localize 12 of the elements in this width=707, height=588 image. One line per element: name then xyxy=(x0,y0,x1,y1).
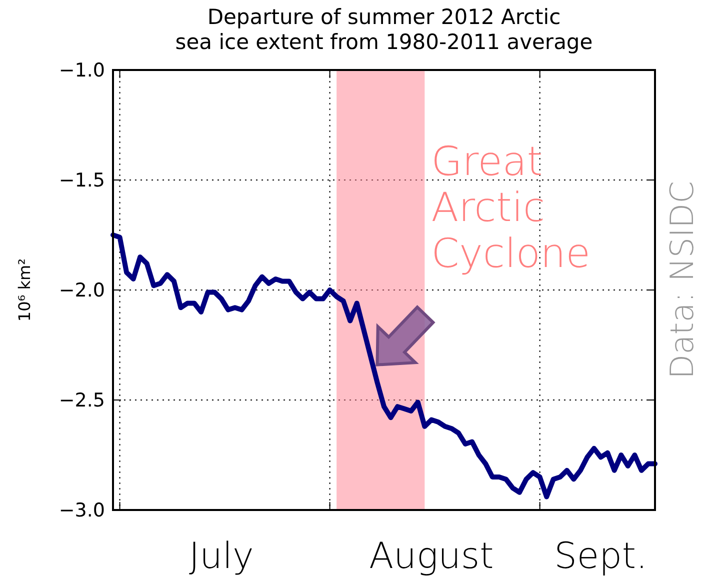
y-tick-label: −3.0 xyxy=(58,500,105,522)
x-tick-label: August xyxy=(369,536,494,577)
annotation: Great Arctic Cyclone xyxy=(431,138,590,277)
x-tick-label: Sept. xyxy=(554,536,648,577)
y-tick-label: −1.5 xyxy=(58,170,105,192)
y-axis-title: 10⁶ km² xyxy=(15,258,34,322)
y-tick-label: −2.5 xyxy=(58,390,105,412)
x-tick-label: July xyxy=(189,536,254,577)
y-tick-label: −2.0 xyxy=(58,280,105,302)
y-tick-label: −1.0 xyxy=(58,60,105,82)
chart-title: Departure of summer 2012 Arctic sea ice extent from 1980-2011 average xyxy=(175,5,593,54)
text: Data: NSIDC xyxy=(663,180,701,380)
